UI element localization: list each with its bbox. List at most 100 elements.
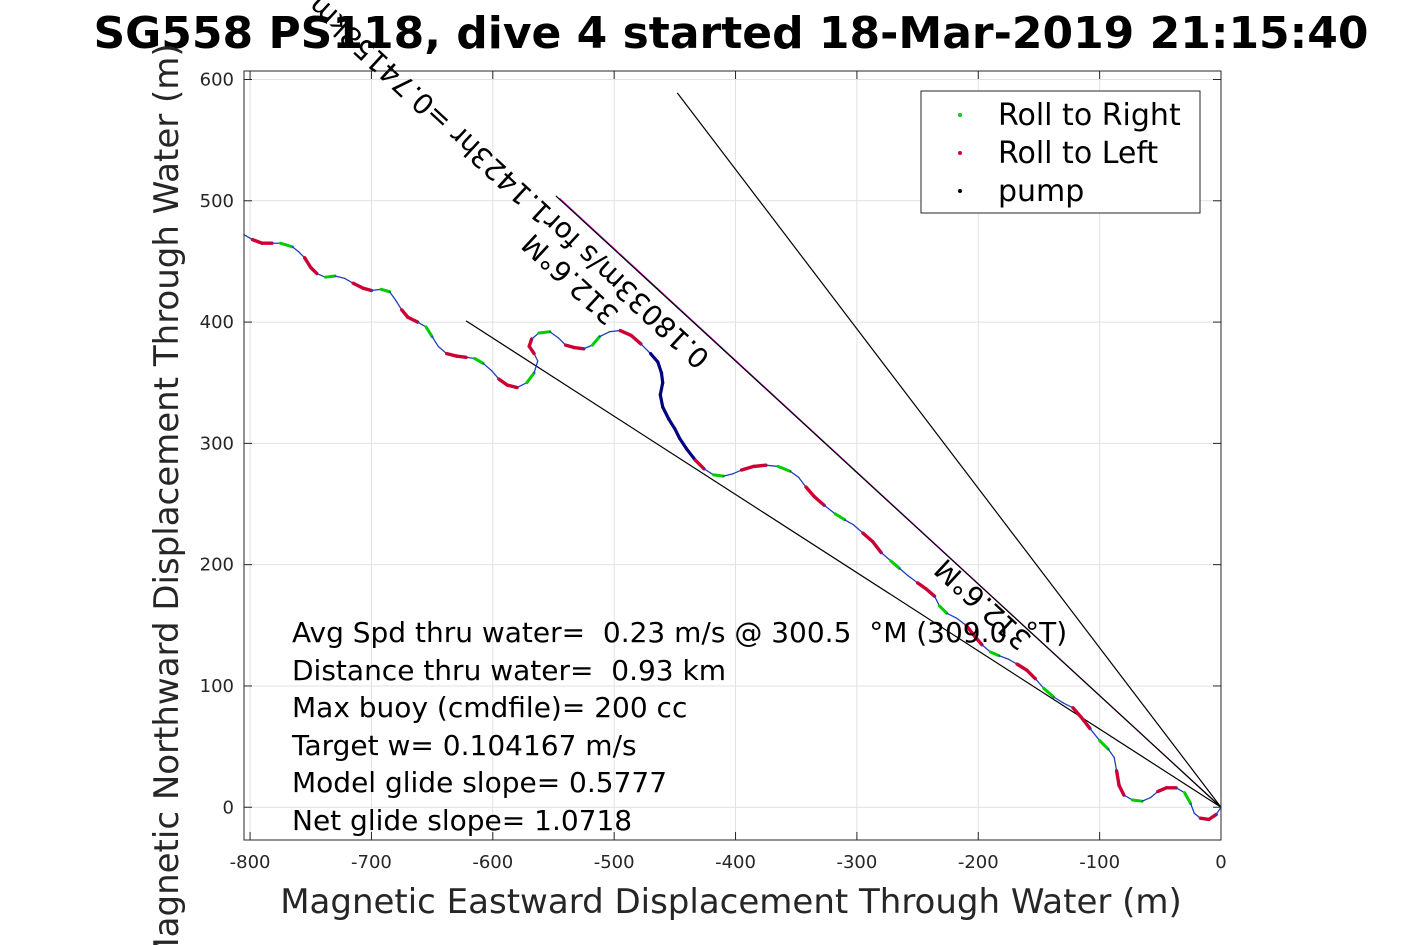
track-segment xyxy=(789,470,800,478)
legend-marker-roll-left xyxy=(958,151,962,155)
track-segment-roll-left xyxy=(1071,706,1084,720)
track-segment xyxy=(416,321,427,328)
track-segment-roll-left xyxy=(351,281,365,290)
track-segment-roll-right xyxy=(379,287,392,294)
y-tick-label: 200 xyxy=(200,555,234,576)
track-segment xyxy=(530,332,540,340)
track-segment-pump xyxy=(658,381,665,397)
track-segment-roll-left xyxy=(406,315,420,324)
track-segment-roll-right xyxy=(323,274,337,279)
track-segment xyxy=(1113,756,1118,772)
x-tick-label: -600 xyxy=(472,852,513,873)
track-segment xyxy=(907,574,919,584)
guide-upper-line xyxy=(676,92,1222,808)
track-segment-pump xyxy=(648,352,660,364)
y-axis-label: Magnetic Northward Displacement Through … xyxy=(147,43,187,945)
track-segment-roll-left xyxy=(739,464,756,472)
track-segment xyxy=(1034,678,1045,690)
track-segment xyxy=(482,362,493,372)
track-segment-roll-left xyxy=(1015,662,1029,672)
track-segment xyxy=(598,331,610,338)
track-segment-roll-right xyxy=(1130,798,1144,803)
track-segment-roll-left xyxy=(497,377,510,387)
annotation-target-w: Target w= 0.104167 m/s xyxy=(291,729,637,762)
annotation-model-glide: Model glide slope= 0.5777 xyxy=(292,766,667,799)
track-segment-roll-left xyxy=(1114,769,1121,788)
track-segment-pump xyxy=(685,447,698,462)
track-segment xyxy=(516,382,528,389)
legend-label-roll-left: Roll to Left xyxy=(998,136,1158,171)
track-segment-roll-left xyxy=(1025,668,1038,681)
track-segment-roll-right xyxy=(889,559,901,570)
track-segment-pump xyxy=(659,371,665,385)
track-segment xyxy=(388,291,397,301)
track-segment-roll-left xyxy=(250,237,264,245)
annotation-distance: Distance thru water= 0.93 km xyxy=(292,654,726,687)
track-segment xyxy=(898,567,909,577)
track-segment-roll-left xyxy=(870,539,883,555)
track-segment xyxy=(334,275,346,280)
track-segment-roll-left xyxy=(804,485,817,499)
track-segment-roll-right xyxy=(424,325,434,339)
track-segment xyxy=(291,246,300,253)
track-segment xyxy=(1107,748,1115,759)
x-tick-label: -800 xyxy=(230,852,271,873)
track-segment-pump xyxy=(678,436,689,452)
x-tick-label: -100 xyxy=(1079,852,1120,873)
track-segment xyxy=(722,473,734,477)
y-tick-label: 100 xyxy=(200,676,234,697)
track-segment-roll-right xyxy=(1098,739,1110,751)
annotation-net-glide: Net glide slope= 1.0718 xyxy=(292,804,632,837)
legend-marker-roll-right xyxy=(958,113,962,117)
y-tick-label: 500 xyxy=(200,191,234,212)
track-segment xyxy=(981,644,992,653)
dive-track xyxy=(243,234,1222,822)
track-segment xyxy=(946,612,958,619)
track-segment xyxy=(844,519,854,526)
x-tick-label: -400 xyxy=(715,852,756,873)
plot-frame xyxy=(243,70,1222,841)
guide-lines xyxy=(465,92,1222,808)
track-segment-roll-right xyxy=(1042,686,1056,699)
y-tick-label: 300 xyxy=(200,433,234,454)
track-segment-roll-right xyxy=(988,650,1001,658)
track-segment xyxy=(1062,702,1074,709)
guide-lower-line xyxy=(465,320,1222,808)
track-segment-roll-left xyxy=(309,265,319,276)
y-tick-label: 400 xyxy=(200,312,234,333)
track-segment-roll-left xyxy=(454,354,468,359)
track-segment xyxy=(557,337,567,346)
track-segment-pump xyxy=(658,393,665,409)
track-segment-roll-left xyxy=(1117,783,1126,797)
track-segment-roll-left xyxy=(861,531,875,544)
track-segment-roll-left xyxy=(972,634,984,647)
axis-ticks: -800 -700 -600 -500 -400 -300 -200 -100 0 0 100 200… xyxy=(200,69,1227,873)
track-segment-roll-left xyxy=(302,256,313,270)
track-segment xyxy=(955,617,967,626)
chart-title: SG558 PS118, dive 4 started 18-Mar-2019 … xyxy=(93,8,1368,59)
track-segment-roll-right xyxy=(776,464,792,473)
legend-marker-pump xyxy=(958,189,962,193)
x-tick-label: -300 xyxy=(836,852,877,873)
track-segment xyxy=(1141,796,1152,802)
stats-annotations: Avg Spd thru water= 0.23 m/s @ 300.5 °M … xyxy=(291,616,1067,837)
track-segment-roll-left xyxy=(629,333,643,346)
track-segment-roll-left xyxy=(527,337,534,349)
track-segment xyxy=(583,344,593,350)
legend: Roll to Right Roll to Left pump xyxy=(920,90,1201,214)
track-segment xyxy=(1175,787,1186,794)
track-segment-roll-left xyxy=(812,495,826,507)
track-segment xyxy=(797,476,807,488)
guide-middle-line xyxy=(555,195,1222,808)
track-segment xyxy=(549,331,559,339)
track-segment xyxy=(852,523,864,534)
legend-label-roll-right: Roll to Right xyxy=(998,98,1181,133)
track-segment xyxy=(490,369,500,380)
track-segment xyxy=(880,551,892,562)
track-segment xyxy=(998,654,1010,660)
track-segment-roll-right xyxy=(278,241,295,249)
track-segment-roll-right xyxy=(590,335,602,347)
track-segment xyxy=(1123,794,1134,801)
track-segment xyxy=(608,329,621,333)
track-segment xyxy=(1190,802,1195,814)
